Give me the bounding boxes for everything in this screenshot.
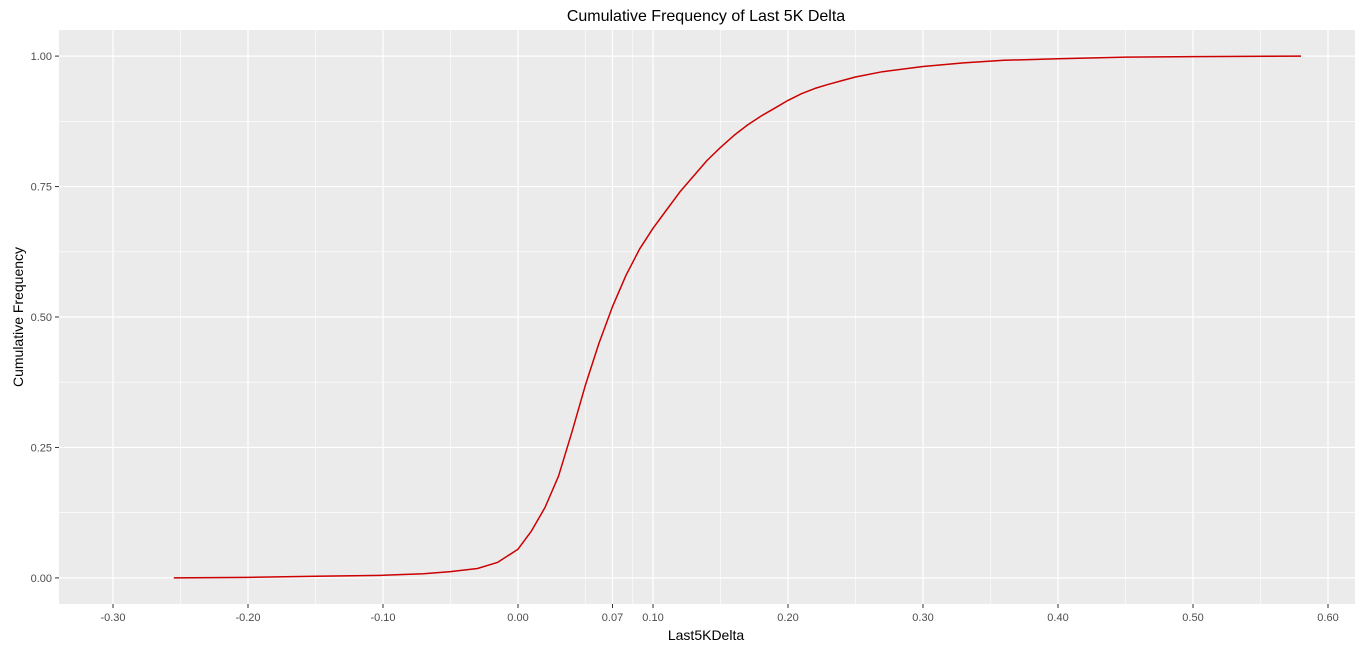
chart-title: Cumulative Frequency of Last 5K Delta [567,8,845,25]
x-tick-label: -0.20 [235,612,260,624]
x-tick-label: -0.30 [100,612,125,624]
x-tick-label: 0.50 [1182,612,1203,624]
x-axis-title: Last5KDelta [668,627,744,643]
y-tick-label: 0.50 [31,312,52,324]
x-tick-label: 0.00 [507,612,528,624]
x-axis-ticks: -0.30 -0.20 -0.10 0.00 0.07 0.10 0.20 0.30 0.40 0… [100,604,1339,624]
x-tick-label: 0.30 [912,612,933,624]
y-tick-label: 0.00 [31,573,52,585]
y-tick-label: 1.00 [31,51,52,63]
x-tick-label: 0.60 [1317,612,1338,624]
y-tick-label: 0.75 [31,182,52,194]
x-tick-label: 0.20 [777,612,798,624]
ecdf-series-line [173,55,1302,579]
y-tick-label: 0.25 [31,442,52,454]
major-gridlines [59,30,1355,604]
y-axis-ticks: 0.00 0.25 0.50 0.75 1.00 [31,51,59,585]
x-tick-label: 0.10 [642,612,663,624]
x-tick-label: 0.07 [602,612,623,624]
x-tick-label: 0.40 [1047,612,1068,624]
y-axis-title: Cumulative Frequency [10,247,26,387]
x-tick-label: -0.10 [370,612,395,624]
